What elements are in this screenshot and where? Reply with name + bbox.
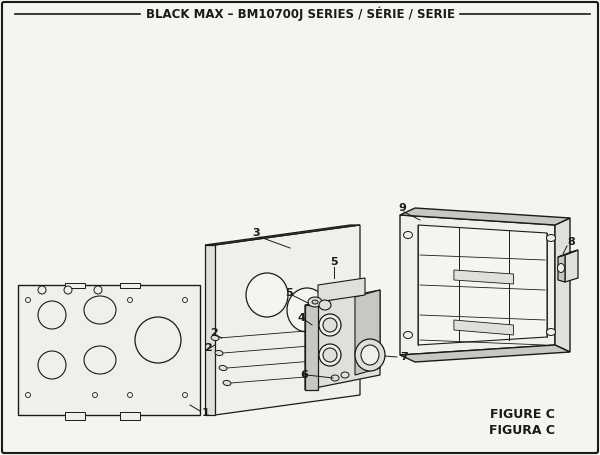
Ellipse shape (341, 372, 349, 378)
Ellipse shape (331, 375, 339, 381)
Polygon shape (400, 215, 555, 355)
Ellipse shape (323, 318, 337, 332)
Ellipse shape (547, 329, 556, 335)
Polygon shape (120, 283, 140, 288)
Polygon shape (65, 412, 85, 420)
Ellipse shape (319, 300, 331, 310)
Text: BLACK MAX – BM10700J SERIES / SÉRIE / SERIE: BLACK MAX – BM10700J SERIES / SÉRIE / SE… (146, 7, 455, 21)
Text: 7: 7 (400, 352, 408, 362)
Ellipse shape (128, 393, 133, 398)
Polygon shape (305, 305, 318, 390)
Polygon shape (418, 225, 547, 345)
Ellipse shape (404, 232, 413, 238)
Ellipse shape (64, 286, 72, 294)
Text: 4: 4 (298, 313, 306, 323)
Text: FIGURA C: FIGURA C (489, 424, 555, 436)
Text: 3: 3 (252, 228, 260, 238)
Polygon shape (454, 320, 514, 335)
Polygon shape (565, 250, 578, 282)
Polygon shape (205, 225, 360, 245)
Ellipse shape (92, 393, 97, 398)
Ellipse shape (308, 297, 322, 307)
Ellipse shape (355, 339, 385, 371)
Polygon shape (555, 218, 570, 352)
Ellipse shape (84, 346, 116, 374)
Polygon shape (400, 345, 570, 362)
Polygon shape (558, 250, 578, 257)
Polygon shape (305, 290, 380, 390)
Ellipse shape (327, 304, 363, 346)
Text: 8: 8 (567, 237, 575, 247)
Ellipse shape (215, 350, 223, 355)
Polygon shape (558, 255, 565, 282)
Polygon shape (454, 270, 514, 284)
Ellipse shape (25, 393, 31, 398)
Ellipse shape (223, 380, 231, 385)
Ellipse shape (246, 273, 288, 317)
Ellipse shape (94, 286, 102, 294)
Ellipse shape (219, 365, 227, 370)
Text: FIGURE C: FIGURE C (490, 409, 555, 421)
Ellipse shape (287, 288, 327, 332)
Ellipse shape (361, 345, 379, 365)
Polygon shape (18, 285, 200, 415)
Text: 9: 9 (398, 203, 406, 213)
Polygon shape (65, 283, 85, 288)
Polygon shape (400, 208, 570, 225)
Ellipse shape (135, 317, 181, 363)
Text: 5: 5 (330, 257, 338, 267)
Ellipse shape (211, 335, 219, 340)
Text: 1: 1 (202, 408, 210, 418)
Ellipse shape (84, 296, 116, 324)
Text: 2: 2 (210, 328, 218, 338)
Ellipse shape (312, 300, 318, 304)
Ellipse shape (182, 298, 187, 303)
Ellipse shape (38, 301, 66, 329)
Ellipse shape (128, 298, 133, 303)
Ellipse shape (547, 234, 556, 242)
Polygon shape (318, 278, 365, 302)
Ellipse shape (25, 298, 31, 303)
Polygon shape (120, 412, 140, 420)
Text: 5: 5 (285, 288, 293, 298)
Text: 2: 2 (204, 343, 212, 353)
Ellipse shape (404, 332, 413, 339)
Polygon shape (215, 225, 360, 415)
Ellipse shape (38, 286, 46, 294)
Polygon shape (355, 290, 380, 375)
Ellipse shape (319, 314, 341, 336)
Ellipse shape (38, 351, 66, 379)
Text: 6: 6 (300, 370, 308, 380)
Ellipse shape (319, 344, 341, 366)
Ellipse shape (182, 393, 187, 398)
Polygon shape (205, 245, 215, 415)
Ellipse shape (323, 348, 337, 362)
Ellipse shape (557, 263, 565, 273)
